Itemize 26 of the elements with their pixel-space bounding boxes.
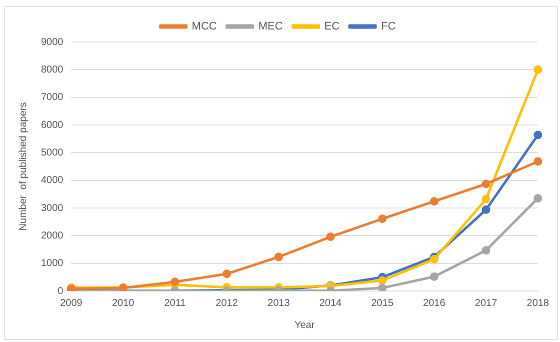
x-tick-label: 2012 — [216, 298, 238, 309]
y-tick-label: 2000 — [40, 230, 64, 242]
x-tick-label: 2013 — [268, 298, 290, 309]
x-tick-label: 2015 — [371, 298, 394, 309]
y-tick-label: 8000 — [40, 64, 64, 76]
y-tick-label: 9000 — [40, 36, 64, 48]
x-tick-label: 2014 — [319, 298, 342, 309]
y-tick-label: 6000 — [40, 120, 64, 131]
x-tick-label: 2017 — [474, 298, 498, 309]
y-tick-label: 3000 — [40, 202, 64, 214]
y-axis-title: Number of published papers — [18, 102, 29, 231]
legend-label: MEC — [258, 20, 283, 33]
legend-label: EC — [324, 20, 340, 33]
x-tick-label: 2018 — [526, 298, 550, 309]
legend-label: FC — [381, 20, 396, 33]
legend-label: MCC — [192, 20, 217, 33]
x-tick-label: 2011 — [164, 298, 186, 309]
y-tick-label: 1000 — [40, 258, 64, 270]
x-tick-label: 2009 — [60, 298, 83, 309]
y-tick-label: 5000 — [40, 147, 64, 158]
x-axis-title: Year — [294, 320, 316, 331]
y-tick-label: 0 — [58, 286, 64, 297]
y-tick-label: 4000 — [40, 175, 64, 186]
y-tick-label: 7000 — [40, 92, 64, 104]
x-tick-label: 2016 — [423, 298, 446, 309]
x-tick-label: 2010 — [112, 298, 135, 309]
